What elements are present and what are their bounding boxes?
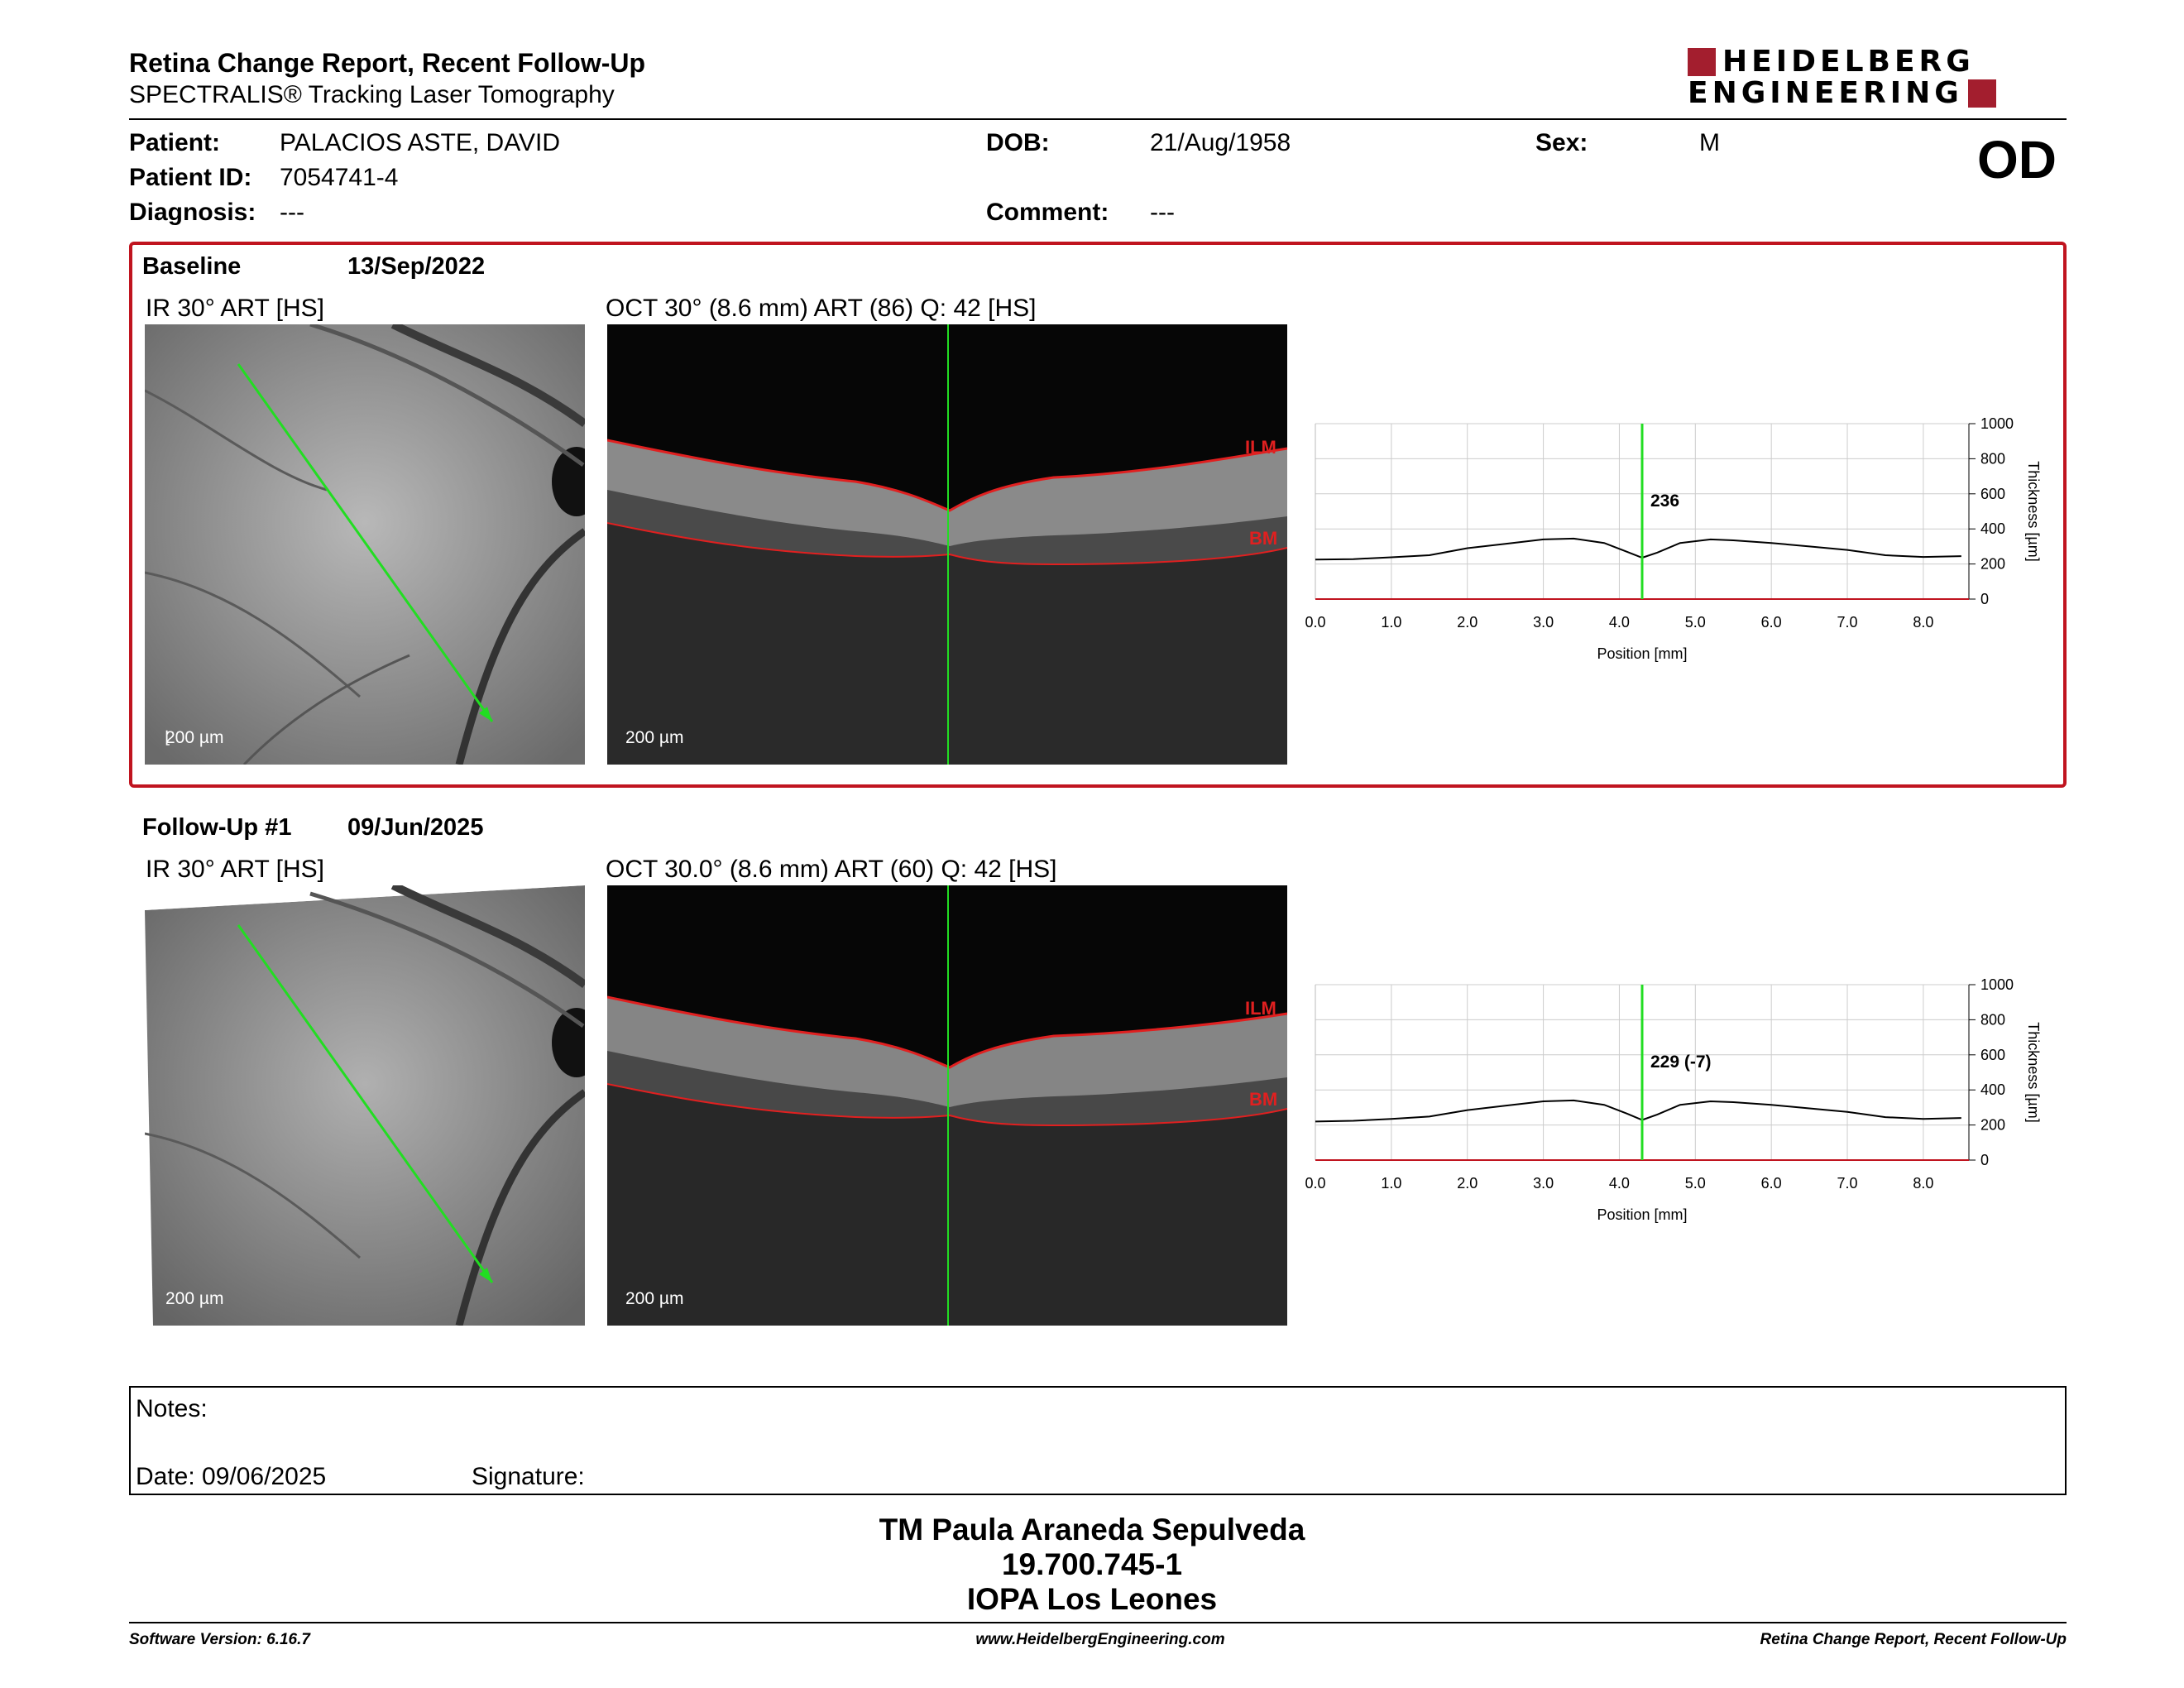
patient-name: PALACIOS ASTE, DAVID xyxy=(280,129,560,156)
header-divider xyxy=(129,118,2067,120)
marker-value-label: 236 xyxy=(1650,492,1679,511)
baseline-label: Baseline xyxy=(142,253,242,280)
followup-label: Follow-Up #1 xyxy=(142,814,292,841)
y-tick-label: 0 xyxy=(1980,1152,1989,1168)
logo-square-icon xyxy=(1688,48,1716,76)
report-title: Retina Change Report, Recent Follow-Up xyxy=(129,48,646,78)
baseline-oct-bscan xyxy=(607,324,1287,765)
signatory-institution: IOPA Los Leones xyxy=(966,1582,1218,1616)
logo-line2: ENGINEERING xyxy=(1688,76,1963,110)
followup-ilm-label: ILM xyxy=(1245,998,1276,1019)
notes-date: Date: 09/06/2025 xyxy=(136,1463,327,1490)
x-tick-label: 5.0 xyxy=(1685,614,1706,631)
y-tick-label: 600 xyxy=(1980,486,2005,502)
x-tick-label: 1.0 xyxy=(1381,614,1401,631)
comment-value: --- xyxy=(1150,199,1175,226)
y-tick-label: 200 xyxy=(1980,556,2005,573)
y-axis-label: Thickness [µm] xyxy=(2025,461,2042,561)
y-tick-label: 1000 xyxy=(1980,415,2014,432)
x-tick-label: 4.0 xyxy=(1609,614,1630,631)
x-tick-label: 0.0 xyxy=(1305,1175,1325,1192)
baseline-ir-fundus-image: ⌊ xyxy=(145,324,585,765)
baseline-ir-caption: IR 30° ART [HS] xyxy=(146,295,324,322)
x-tick-label: 3.0 xyxy=(1533,1175,1554,1192)
sex-label: Sex: xyxy=(1535,129,1588,156)
comment-label: Comment: xyxy=(986,199,1109,226)
followup-oct-bscan xyxy=(607,885,1287,1326)
y-axis-label: Thickness [µm] xyxy=(2025,1022,2042,1122)
y-tick-label: 400 xyxy=(1980,520,2005,537)
signature-label: Signature: xyxy=(472,1463,585,1490)
x-tick-label: 4.0 xyxy=(1609,1175,1630,1192)
x-tick-label: 2.0 xyxy=(1457,1175,1478,1192)
followup-date: 09/Jun/2025 xyxy=(347,814,484,841)
notes-label: Notes: xyxy=(136,1395,208,1422)
followup-bm-label: BM xyxy=(1249,1089,1278,1110)
baseline-ir-scale: 200 µm xyxy=(165,728,224,747)
thickness-series-line xyxy=(1315,1099,1961,1123)
logo-line1: HEIDELBERG xyxy=(1722,45,1975,79)
heidelberg-logo: HEIDELBERG ENGINEERING xyxy=(1688,46,2065,109)
x-tick-label: 8.0 xyxy=(1913,614,1933,631)
y-tick-label: 600 xyxy=(1980,1047,2005,1063)
y-tick-label: 200 xyxy=(1980,1117,2005,1134)
logo-square-icon xyxy=(1967,79,1996,108)
footer-report-name: Retina Change Report, Recent Follow-Up xyxy=(1760,1631,2067,1648)
followup-ir-fundus-image xyxy=(145,885,585,1326)
footer-divider xyxy=(129,1622,2067,1623)
y-tick-label: 1000 xyxy=(1980,976,2014,993)
baseline-oct-caption: OCT 30° (8.6 mm) ART (86) Q: 42 [HS] xyxy=(606,295,1037,322)
patient-label: Patient: xyxy=(129,129,221,156)
y-tick-label: 0 xyxy=(1980,591,1989,607)
sex-value: M xyxy=(1699,129,1720,156)
baseline-thickness-chart: 0.0 1.0 2.0 3.0 4.0 5.0 6.0 7.0 8.0 0 200 400 600 800… xyxy=(1305,415,2042,662)
diagnosis-label: Diagnosis: xyxy=(129,199,256,226)
x-tick-label: 8.0 xyxy=(1913,1175,1933,1192)
patient-id-label: Patient ID: xyxy=(129,164,252,191)
x-tick-label: 5.0 xyxy=(1685,1175,1706,1192)
signatory-name: TM Paula Araneda Sepulveda xyxy=(879,1513,1305,1547)
x-tick-label: 6.0 xyxy=(1761,614,1782,631)
eye-indicator: OD xyxy=(1977,130,2057,189)
svg-text:⌊: ⌊ xyxy=(165,729,171,747)
followup-oct-caption: OCT 30.0° (8.6 mm) ART (60) Q: 42 [HS] xyxy=(606,856,1057,883)
baseline-bm-label: BM xyxy=(1249,528,1278,549)
software-version: Software Version: 6.16.7 xyxy=(129,1631,310,1648)
baseline-date: 13/Sep/2022 xyxy=(347,253,486,280)
notes-box xyxy=(129,1386,2067,1495)
baseline-ilm-label: ILM xyxy=(1245,437,1276,458)
diagnosis-value: --- xyxy=(280,199,304,226)
followup-thickness-chart: 0.0 1.0 2.0 3.0 4.0 5.0 6.0 7.0 8.0 0 200 400 600 800… xyxy=(1305,976,2042,1223)
x-tick-label: 6.0 xyxy=(1761,1175,1782,1192)
followup-ir-caption: IR 30° ART [HS] xyxy=(146,856,324,883)
baseline-oct-scale: 200 µm xyxy=(625,728,684,747)
signatory-id: 19.700.745-1 xyxy=(1001,1547,1183,1581)
x-tick-label: 3.0 xyxy=(1533,614,1554,631)
report-subtitle: SPECTRALIS® Tracking Laser Tomography xyxy=(129,81,615,108)
baseline-panel xyxy=(129,242,2067,788)
x-tick-label: 7.0 xyxy=(1837,614,1858,631)
thickness-series-line xyxy=(1315,537,1961,561)
patient-id-value: 7054741-4 xyxy=(280,164,399,191)
marker-value-label: 229 (-7) xyxy=(1650,1053,1712,1072)
x-tick-label: 2.0 xyxy=(1457,614,1478,631)
dob-label: DOB: xyxy=(986,129,1050,156)
website-link[interactable]: www.HeidelbergEngineering.com xyxy=(975,1631,1225,1648)
x-axis-label: Position [mm] xyxy=(1597,645,1687,662)
dob-value: 21/Aug/1958 xyxy=(1150,129,1291,156)
y-tick-label: 400 xyxy=(1980,1081,2005,1098)
x-axis-label: Position [mm] xyxy=(1597,1206,1687,1223)
x-tick-label: 7.0 xyxy=(1837,1175,1858,1192)
x-tick-label: 1.0 xyxy=(1381,1175,1401,1192)
y-tick-label: 800 xyxy=(1980,450,2005,467)
y-tick-label: 800 xyxy=(1980,1011,2005,1028)
followup-oct-scale: 200 µm xyxy=(625,1289,684,1308)
followup-ir-scale: 200 µm xyxy=(165,1289,224,1308)
x-tick-label: 0.0 xyxy=(1305,614,1325,631)
